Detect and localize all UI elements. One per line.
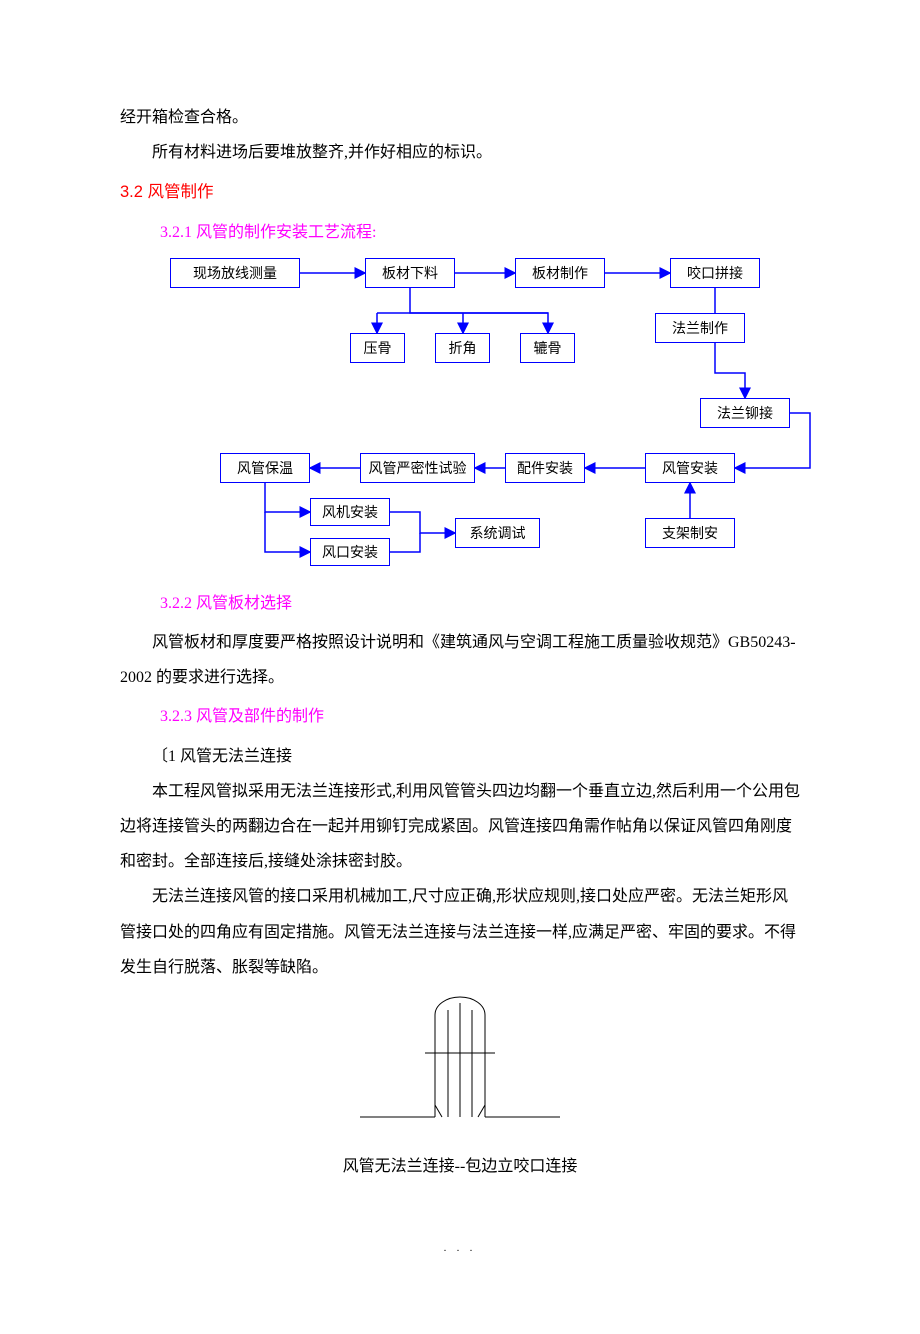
flow-node-n6: 折角 bbox=[435, 333, 490, 363]
diagram-caption: 风管无法兰连接--包边立咬口连接 bbox=[343, 1151, 578, 1183]
flow-node-n8: 法兰制作 bbox=[655, 313, 745, 343]
flow-node-n16: 风口安装 bbox=[310, 538, 390, 566]
subsection-heading-3-2-2: 3.2.2 风管板材选择 bbox=[160, 586, 800, 621]
paragraph: 无法兰连接风管的接口采用机械加工,尺寸应正确,形状应规则,接口处应严密。无法兰矩… bbox=[120, 879, 800, 985]
subsection-heading-3-2-3: 3.2.3 风管及部件的制作 bbox=[160, 699, 800, 734]
paragraph: 本工程风管拟采用无法兰连接形式,利用风管管头四边均翻一个垂直立边,然后利用一个公… bbox=[120, 774, 800, 880]
paragraph: 〔1 风管无法兰连接 bbox=[120, 739, 800, 774]
flow-node-n17: 系统调试 bbox=[455, 518, 540, 548]
connection-diagram: 风管无法兰连接--包边立咬口连接 bbox=[120, 995, 800, 1183]
paragraph: 所有材料进场后要堆放整齐,并作好相应的标识。 bbox=[120, 135, 800, 170]
section-heading-3-2: 3.2 风管制作 bbox=[120, 174, 800, 210]
flow-node-n11: 配件安装 bbox=[505, 453, 585, 483]
subsection-heading-3-2-1: 3.2.1 风管的制作安装工艺流程: bbox=[160, 215, 800, 250]
paragraph: 经开箱检查合格。 bbox=[120, 100, 800, 135]
document-page: 经开箱检查合格。 所有材料进场后要堆放整齐,并作好相应的标识。 3.2 风管制作… bbox=[0, 0, 920, 1334]
flow-node-n1: 现场放线测量 bbox=[170, 258, 300, 288]
flow-node-n5: 压骨 bbox=[350, 333, 405, 363]
process-flowchart: 现场放线测量 板材下料 板材制作 咬口拼接压骨折角辘骨 法兰制作法兰铆接风管安装 配件安装… bbox=[160, 258, 840, 578]
flow-node-n14: 支架制安 bbox=[645, 518, 735, 548]
page-footer-dots: . . . bbox=[120, 1243, 800, 1254]
flow-node-n2: 板材下料 bbox=[365, 258, 455, 288]
flow-node-n12: 风管严密性试验 bbox=[360, 453, 475, 483]
connection-diagram-svg bbox=[330, 995, 590, 1125]
flow-node-n9: 法兰铆接 bbox=[700, 398, 790, 428]
flow-node-n4: 咬口拼接 bbox=[670, 258, 760, 288]
flow-node-n3: 板材制作 bbox=[515, 258, 605, 288]
paragraph: 风管板材和厚度要严格按照设计说明和《建筑通风与空调工程施工质量验收规范》GB50… bbox=[120, 625, 800, 695]
flow-node-n7: 辘骨 bbox=[520, 333, 575, 363]
flow-node-n13: 风管保温 bbox=[220, 453, 310, 483]
flow-node-n10: 风管安装 bbox=[645, 453, 735, 483]
flow-node-n15: 风机安装 bbox=[310, 498, 390, 526]
